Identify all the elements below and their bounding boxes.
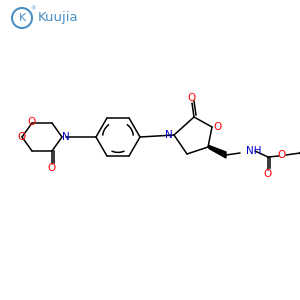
- Text: K: K: [18, 13, 26, 23]
- Text: O: O: [213, 122, 221, 132]
- Text: O: O: [28, 117, 36, 127]
- Text: N: N: [165, 130, 173, 140]
- Text: O: O: [48, 163, 56, 173]
- Text: NH: NH: [246, 146, 262, 156]
- Text: Kuujia: Kuujia: [38, 11, 78, 25]
- Text: O: O: [278, 150, 286, 160]
- Text: O: O: [264, 169, 272, 179]
- Text: ®: ®: [30, 7, 36, 11]
- Text: O: O: [17, 132, 25, 142]
- Text: O: O: [188, 93, 196, 103]
- Text: N: N: [62, 132, 70, 142]
- Polygon shape: [209, 146, 226, 158]
